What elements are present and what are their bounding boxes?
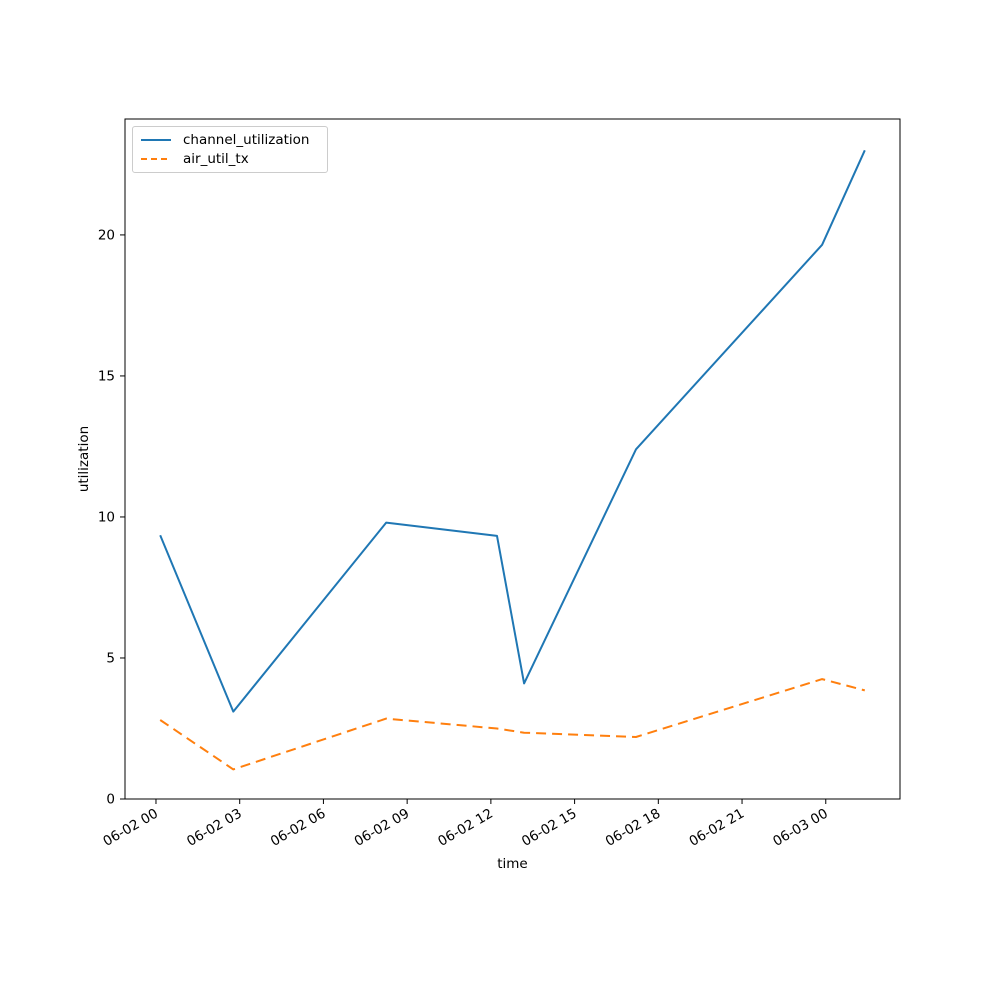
y-tick-label: 20: [98, 228, 115, 244]
y-tick-label: 5: [106, 651, 115, 667]
legend-label-channel-utilization: channel_utilization: [183, 132, 310, 148]
x-tick-label: 06-02 12: [435, 806, 496, 850]
legend-dashed-line-icon: [141, 158, 171, 160]
legend-item-channel-utilization: channel_utilization: [141, 132, 319, 148]
x-axis-label: time: [497, 856, 528, 872]
x-tick-label: 06-03 00: [770, 806, 831, 850]
y-tick-label: 0: [106, 792, 115, 808]
legend-item-air-util-tx: air_util_tx: [141, 151, 319, 167]
series-line-channel_utilization: [159, 149, 866, 713]
y-axis-label: utilization: [76, 425, 92, 493]
x-tick-label: 06-02 21: [686, 806, 747, 850]
x-tick-label: 06-02 15: [519, 806, 580, 850]
y-tick-label: 10: [98, 510, 115, 526]
x-tick-label: 06-02 09: [352, 806, 413, 850]
x-tick-label: 06-02 00: [100, 806, 161, 850]
series-line-air_util_tx: [159, 678, 866, 771]
x-tick-label: 06-02 18: [603, 806, 664, 850]
legend-label-air-util-tx: air_util_tx: [183, 151, 249, 167]
x-tick-label: 06-02 06: [268, 806, 329, 850]
x-tick-label: 06-02 03: [184, 806, 245, 850]
plot-frame: [124, 118, 901, 800]
legend-solid-line-icon: [141, 139, 171, 141]
legend: channel_utilization air_util_tx: [132, 126, 328, 173]
y-tick-label: 15: [98, 369, 115, 385]
